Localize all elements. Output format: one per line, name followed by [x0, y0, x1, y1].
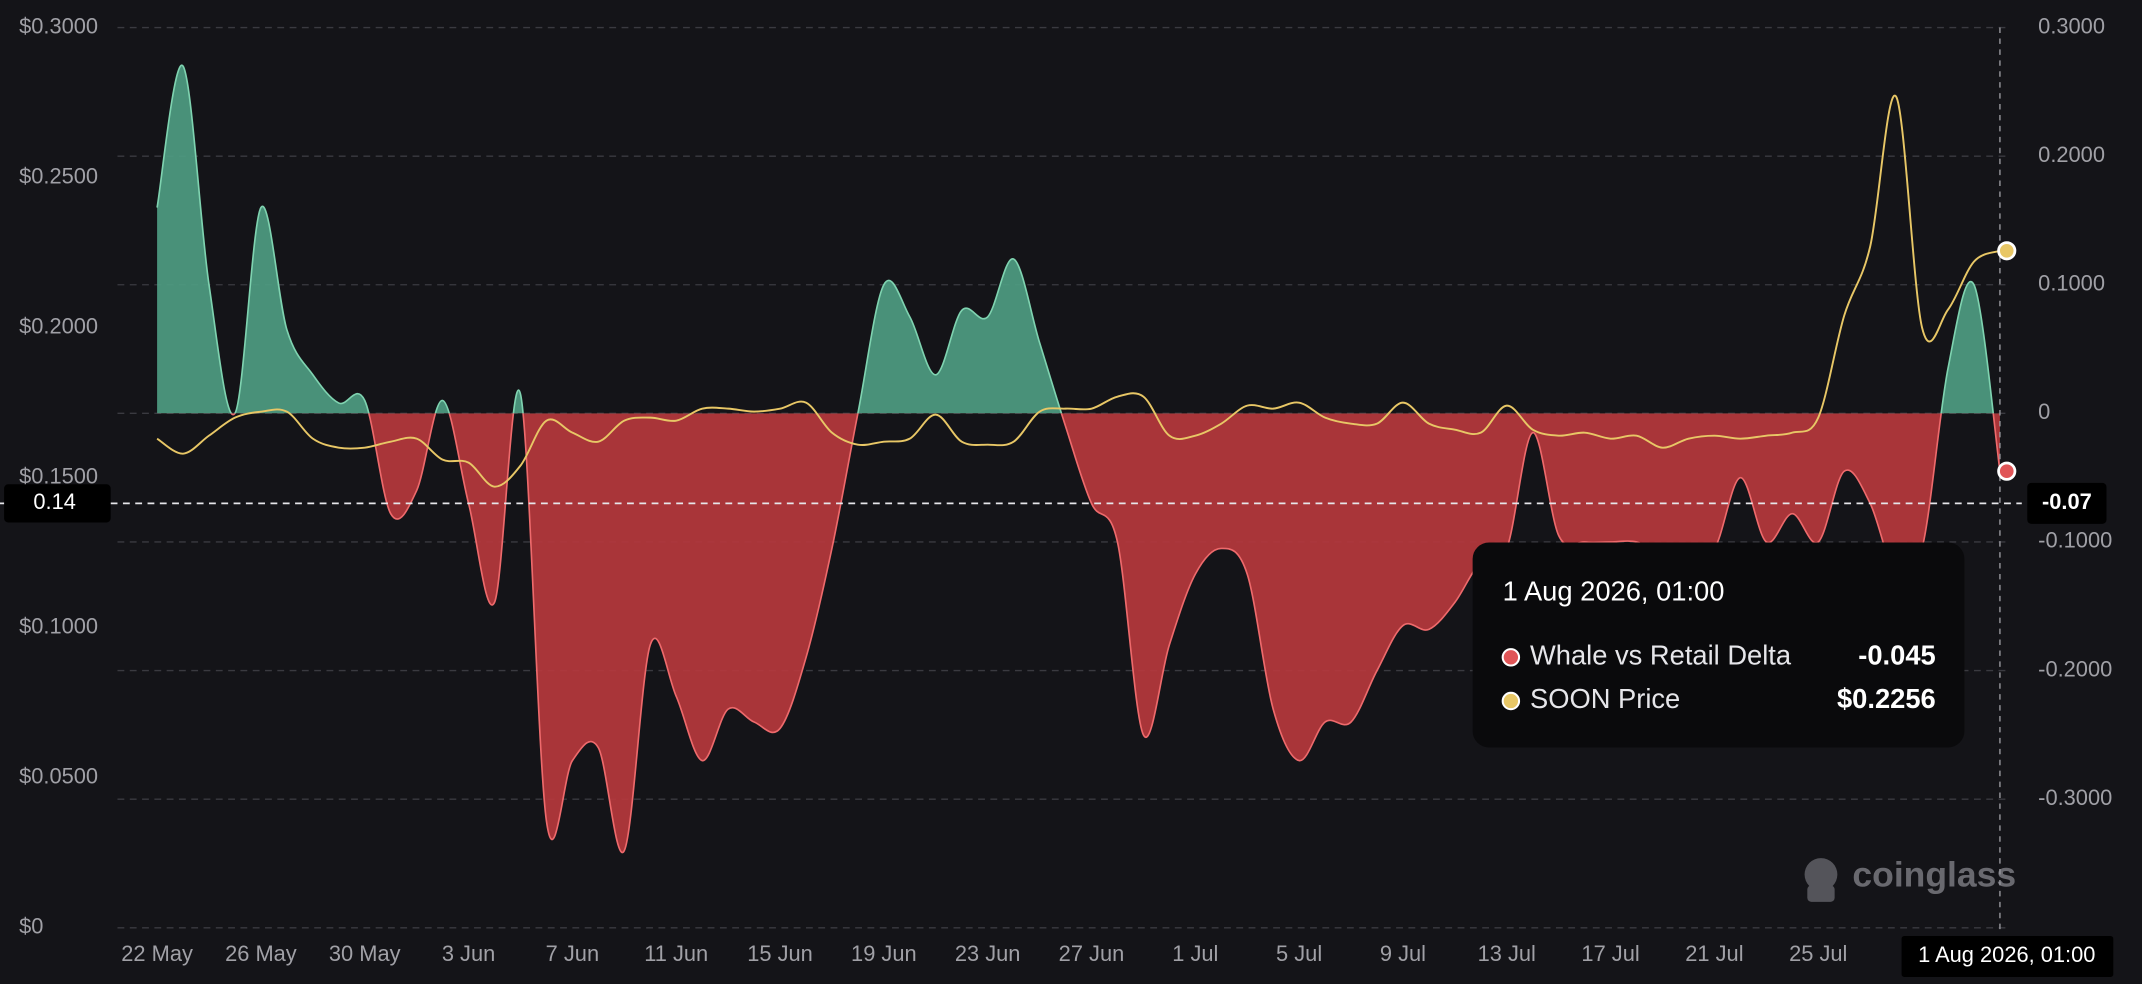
y2-tick-label: -0.3000 — [2038, 785, 2112, 810]
y2-tick-label: -0.1000 — [2038, 528, 2112, 553]
watermark-icon — [1804, 858, 1838, 891]
crosshair-y2-box — [2027, 482, 2107, 524]
watermark-icon — [1807, 885, 1835, 902]
tooltip: 1 Aug 2026, 01:00 Whale vs Retail Delta … — [1472, 542, 1965, 748]
overlay: 0.14 -0.07 1 Aug 2026, 01:00 — [0, 27, 2114, 977]
x-tick-label: 7 Jun — [546, 941, 599, 966]
tooltip-box — [1472, 542, 1965, 748]
end-marker — [1997, 461, 2017, 481]
x-tick-label: 11 Jun — [644, 941, 708, 966]
x-tick-label: 17 Jul — [1581, 941, 1639, 966]
x-tick-label: 3 Jun — [442, 941, 495, 966]
y-tick-label: $0.2500 — [19, 163, 98, 188]
tooltip-dot — [1501, 691, 1521, 711]
end-marker — [1997, 241, 2017, 261]
y2-tick-label: 0.2000 — [2038, 142, 2105, 167]
x-tick-label: 23 Jun — [955, 941, 1021, 966]
y-tick-label: $0.3000 — [19, 13, 98, 38]
y-tick-label: $0.0500 — [19, 764, 98, 789]
x-tick-label: 21 Jul — [1685, 941, 1743, 966]
watermark-text: coinglass — [1852, 855, 2016, 895]
crosshair-y2-label: -0.07 — [2042, 489, 2092, 514]
y2-tick-label: 0.3000 — [2038, 13, 2105, 38]
crosshair-x-box — [1901, 935, 2114, 977]
x-tick-label: 19 Jun — [851, 941, 917, 966]
tooltip-value: $0.2256 — [1837, 683, 1936, 714]
x-tick-label: 5 Jul — [1276, 941, 1322, 966]
y2-tick-label: -0.2000 — [2038, 656, 2112, 681]
crosshair-x-label: 1 Aug 2026, 01:00 — [1918, 942, 2095, 967]
x-tick-label: 9 Jul — [1380, 941, 1426, 966]
delta-line-positive — [156, 64, 1995, 414]
y-tick-label: $0.1000 — [19, 613, 98, 638]
tooltip-title: 1 Aug 2026, 01:00 — [1503, 575, 1725, 606]
tooltip-value: -0.045 — [1858, 640, 1935, 671]
x-tick-label: 22 May — [121, 941, 193, 966]
watermark: coinglass — [1804, 855, 2016, 902]
y-tick-label: $0.2000 — [19, 313, 98, 338]
price-line — [156, 94, 2001, 488]
x-tick-label: 13 Jul — [1478, 941, 1536, 966]
x-tick-label: 30 May — [329, 941, 401, 966]
tooltip-dot — [1501, 648, 1521, 667]
y2-tick-label: 0 — [2038, 399, 2050, 424]
x-tick-label: 25 Jul — [1789, 941, 1847, 966]
tooltip-series-name: Whale vs Retail Delta — [1530, 640, 1792, 671]
crosshair-y-box — [4, 484, 111, 523]
y-tick-label: $0 — [19, 914, 43, 939]
crosshair-y-label: 0.14 — [33, 489, 76, 514]
x-tick-label: 15 Jun — [747, 941, 813, 966]
x-tick-label: 27 Jun — [1059, 941, 1125, 966]
x-tick-label: 1 Jul — [1172, 941, 1218, 966]
tooltip-series-name: SOON Price — [1530, 683, 1680, 714]
x-tick-label: 26 May — [225, 941, 297, 966]
negative-area — [157, 413, 2000, 853]
y2-tick-label: 0.1000 — [2038, 271, 2105, 296]
